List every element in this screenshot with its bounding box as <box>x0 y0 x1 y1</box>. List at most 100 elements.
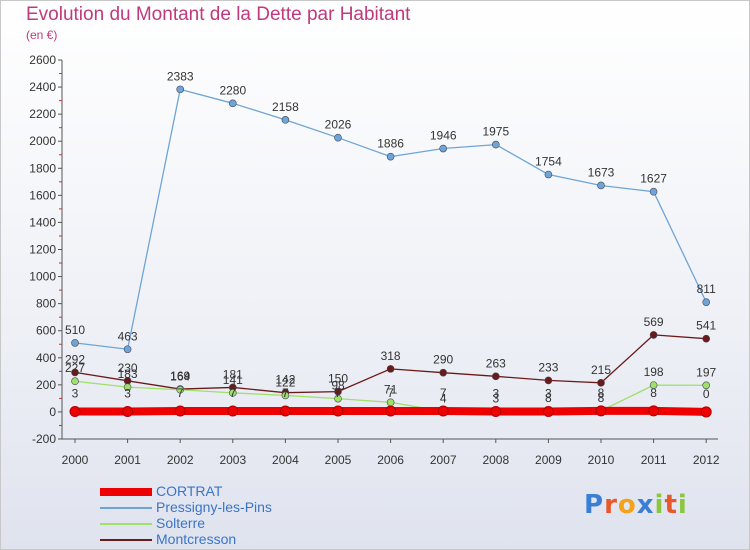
chart-title: Evolution du Montant de la Dette par Hab… <box>26 4 411 25</box>
series-cortrat <box>69 405 712 418</box>
data-label: 71 <box>384 382 398 396</box>
data-label: 7 <box>440 386 447 400</box>
data-point <box>439 144 448 153</box>
data-point <box>281 116 290 124</box>
data-label: 1627 <box>640 172 667 186</box>
x-tick-label: 2007 <box>430 453 457 467</box>
data-label: 3 <box>492 392 499 406</box>
data-label: 292 <box>65 352 85 366</box>
data-label: 7 <box>282 386 289 400</box>
y-tick-label: 2000 <box>29 134 56 148</box>
data-point <box>700 406 712 418</box>
y-tick-label: 1400 <box>29 215 56 229</box>
data-label: 181 <box>223 367 243 381</box>
x-tick-label: 2009 <box>535 453 562 467</box>
data-point <box>595 405 607 417</box>
data-label: 169 <box>170 369 190 383</box>
data-label: 510 <box>65 323 85 337</box>
data-point <box>597 181 605 190</box>
data-label: 8 <box>545 391 552 405</box>
data-label: 3 <box>545 387 552 401</box>
data-label: 3 <box>492 387 499 401</box>
data-point <box>544 376 553 385</box>
logo-letter: o <box>617 490 637 520</box>
data-point <box>648 405 660 417</box>
data-label: 7 <box>229 386 236 400</box>
data-label: 3 <box>72 387 79 401</box>
data-point <box>702 381 711 390</box>
data-point <box>176 85 184 94</box>
x-tick-label: 2001 <box>114 453 141 467</box>
data-label: 569 <box>644 315 664 329</box>
data-point <box>437 405 449 417</box>
y-tick-label: 1000 <box>29 270 56 284</box>
data-label: 197 <box>696 365 716 379</box>
data-label: 2026 <box>325 118 352 132</box>
logo-letter: r <box>604 490 618 520</box>
legend-label: Pressigny-les-Pins <box>156 499 272 515</box>
y-tick-label: 400 <box>36 351 56 365</box>
data-point <box>491 372 500 381</box>
data-label: 1946 <box>430 129 457 143</box>
x-tick-label: 2000 <box>62 453 89 467</box>
data-point <box>597 379 605 387</box>
data-label: 198 <box>644 365 664 379</box>
proxiti-logo: Proxiti <box>584 490 688 520</box>
data-label: 141 <box>223 373 243 387</box>
x-tick-label: 2004 <box>272 453 299 467</box>
data-point <box>174 405 186 417</box>
data-label: 7 <box>387 386 394 400</box>
data-label: 122 <box>275 375 295 389</box>
data-point <box>702 298 711 306</box>
data-label: 318 <box>381 349 401 363</box>
y-tick-label: 1600 <box>29 188 56 202</box>
data-point <box>71 377 79 386</box>
data-label: 3 <box>124 387 131 401</box>
y-tick-label: 2200 <box>29 107 56 121</box>
data-label: 7 <box>177 386 184 400</box>
data-point <box>71 368 79 377</box>
legend-swatch <box>100 488 152 496</box>
logo-letter: i <box>654 490 665 520</box>
legend-label: Solterre <box>156 515 206 531</box>
x-tick-label: 2012 <box>693 453 720 467</box>
logo-letter: P <box>584 490 605 520</box>
data-point <box>542 406 554 418</box>
data-point <box>702 334 711 343</box>
data-label: 263 <box>486 356 506 370</box>
data-label: 4 <box>440 391 447 405</box>
data-point <box>332 405 344 417</box>
x-tick-label: 2002 <box>167 453 194 467</box>
data-label: 183 <box>118 367 138 381</box>
data-point <box>229 389 237 397</box>
data-point <box>176 385 184 394</box>
series-pressigny-les-pins <box>71 85 711 354</box>
data-label: 98 <box>331 379 345 393</box>
data-point <box>439 368 448 377</box>
data-label: 150 <box>328 372 348 386</box>
x-tick-label: 2006 <box>377 453 404 467</box>
data-point <box>279 405 291 417</box>
legend-label: CORTRAT <box>156 483 223 499</box>
data-label: 164 <box>170 370 190 384</box>
data-label: 541 <box>696 319 716 333</box>
data-label: 463 <box>118 329 138 343</box>
data-label: 290 <box>433 353 453 367</box>
data-point <box>334 133 342 142</box>
data-point <box>69 406 81 418</box>
x-tick-label: 2005 <box>325 453 352 467</box>
x-tick-label: 2011 <box>641 453 667 467</box>
data-point <box>491 140 500 149</box>
data-point <box>386 365 395 373</box>
data-label: 142 <box>275 373 295 387</box>
data-label: 1886 <box>377 137 404 151</box>
data-point <box>334 394 342 403</box>
data-point <box>281 391 290 400</box>
data-label: 2158 <box>272 100 299 114</box>
y-tick-label: 800 <box>36 297 56 311</box>
data-label: 233 <box>538 360 558 374</box>
y-tick-label: 600 <box>36 324 56 338</box>
y-tick-label: 1800 <box>29 161 56 175</box>
